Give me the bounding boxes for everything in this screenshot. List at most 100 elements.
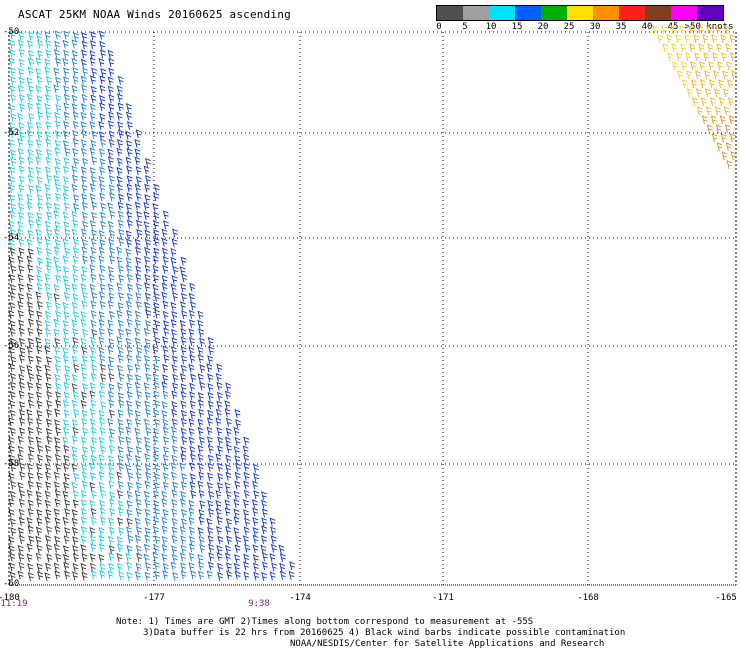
wind-barb [18,293,24,302]
wind-barb [117,392,124,402]
wind-barb [144,292,151,302]
wind-barb [207,373,214,383]
wind-barb [152,274,159,284]
wind-barb [116,382,123,392]
wind-barb [163,436,169,446]
wind-barb [224,545,231,554]
wind-barb [161,535,168,545]
legend-label: 40 [641,22,653,32]
wind-barb [27,436,34,445]
wind-barb [99,158,106,168]
wind-barb [8,436,15,446]
wind-barb [252,517,259,527]
wind-barb [198,408,205,418]
wind-barb [100,373,106,383]
wind-barb [99,507,106,517]
wind-barb [17,445,24,455]
wind-barb [117,454,124,464]
wind-barb [10,355,17,365]
wind-barb [81,571,88,581]
wind-barb [143,345,150,355]
wind-barb [126,175,133,185]
wind-barb [36,282,43,292]
wind-barb [171,445,178,455]
wind-barb [17,570,24,580]
wind-barb [71,165,78,175]
wind-barb [82,328,88,338]
wind-barb [153,211,160,221]
wind-barb [208,561,214,571]
wind-barb [181,435,187,445]
wind-barb [80,562,87,572]
wind-barb [722,70,728,80]
wind-barb [72,526,78,536]
wind-barb [188,552,195,562]
wind-barb [81,93,88,103]
wind-barb [134,183,141,193]
wind-barb [73,472,80,482]
wind-barb [244,543,250,553]
wind-barb [55,463,61,473]
wind-barb [206,426,213,436]
wind-barb [35,291,42,301]
wind-barb [118,237,125,247]
wind-barb [107,364,114,374]
wind-barb [35,228,42,238]
wind-barb [125,156,132,166]
wind-barb [206,481,213,491]
wind-barb [55,103,62,113]
wind-barb [143,327,150,337]
legend-swatch [541,6,567,20]
wind-barb [243,561,249,571]
wind-barb [98,255,105,265]
wind-barb [181,273,188,283]
wind-barb [10,149,16,159]
wind-barb [89,57,96,67]
wind-barb [62,57,69,67]
wind-barb [217,436,224,446]
wind-barb [26,201,33,211]
wind-barb [725,43,732,53]
wind-barb [262,552,268,562]
wind-barb [73,203,79,212]
wind-barb [153,561,160,571]
wind-barb [28,57,34,67]
wind-barb [216,462,223,472]
wind-barb [35,156,42,166]
wind-barb [17,84,24,94]
wind-barb [72,293,79,303]
wind-barb [45,192,52,202]
wind-barb [36,345,42,355]
wind-barb [99,382,106,392]
wind-barb [271,562,278,572]
wind-barb [27,166,34,176]
wind-barb [197,527,204,537]
wind-barb [108,229,115,239]
wind-barb [91,130,98,140]
wind-barb [125,426,132,436]
wind-barb [35,166,42,176]
wind-barb [117,265,124,274]
wind-barb [243,471,250,481]
wind-barb [207,391,214,401]
wind-barb [171,401,178,410]
legend-swatch [697,6,723,20]
wind-barb [53,471,60,481]
wind-barb [81,355,88,365]
legend-swatch [515,6,541,20]
wind-barb [161,553,168,563]
wind-barb [215,408,222,418]
wind-barb [18,381,25,391]
wind-barb [684,34,691,44]
wind-barb [145,373,152,382]
wind-barb [190,373,197,383]
wind-barb [180,446,187,456]
wind-barb [180,570,187,580]
wind-barb [18,131,25,140]
wind-barb [98,58,105,67]
wind-barb [108,103,115,113]
wind-barb [46,400,52,409]
wind-barb [144,175,151,184]
wind-barb [44,31,51,41]
wind-barb [224,390,231,400]
